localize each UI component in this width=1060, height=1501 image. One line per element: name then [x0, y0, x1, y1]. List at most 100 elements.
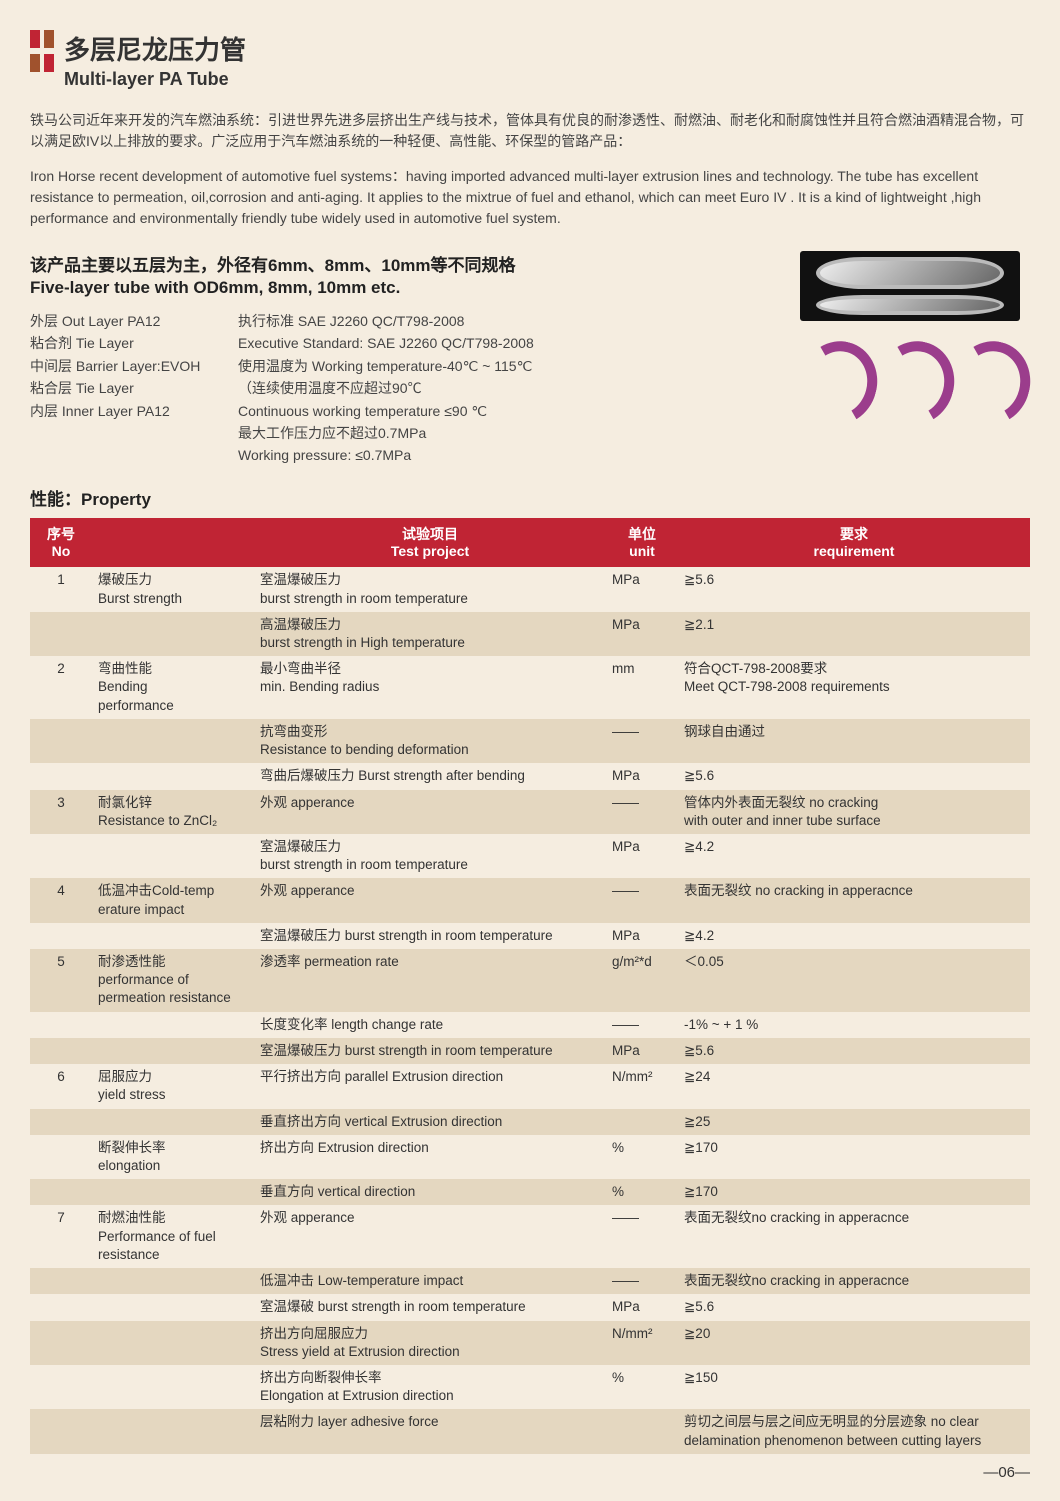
arc-diagram [800, 341, 1030, 425]
table-cell: 低温冲击Cold-temperature impact [92, 878, 254, 922]
table-cell: —— [606, 1268, 678, 1294]
table-cell [92, 719, 254, 763]
property-heading: 性能：Property [30, 485, 1030, 510]
table-row: 长度变化率 length change rate——-1% ~ + 1 % [30, 1012, 1030, 1038]
standard-item: Executive Standard: SAE J2260 QC/T798-20… [238, 332, 534, 354]
table-row: 层粘附力 layer adhesive force剪切之间层与层之间应无明显的分… [30, 1409, 1030, 1453]
table-cell [606, 1409, 678, 1453]
layers-block: 外层 Out Layer PA12粘合剂 Tie Layer中间层 Barrie… [30, 310, 790, 467]
table-cell: ≧5.6 [678, 763, 1030, 789]
table-cell [92, 1038, 254, 1064]
th-name [92, 518, 254, 568]
table-cell [30, 1135, 92, 1179]
table-row: 4低温冲击Cold-temperature impact外观 apperance… [30, 878, 1030, 922]
standard-item: Continuous working temperature ≤90 ℃ [238, 400, 534, 422]
spec-left: 该产品主要以五层为主，外径有6mm、8mm、10mm等不同规格 Five-lay… [30, 251, 790, 467]
table-cell: N/mm² [606, 1064, 678, 1108]
table-cell: 6 [30, 1064, 92, 1108]
table-cell: ≧25 [678, 1109, 1030, 1135]
table-cell [92, 923, 254, 949]
table-row: 抗弯曲变形Resistance to bending deformation——… [30, 719, 1030, 763]
table-cell: 1 [30, 567, 92, 611]
table-row: 7耐燃油性能Performance of fuelresistance外观 ap… [30, 1205, 1030, 1268]
table-cell [30, 1409, 92, 1453]
table-cell: 长度变化率 length change rate [254, 1012, 606, 1038]
table-cell: 挤出方向 Extrusion direction [254, 1135, 606, 1179]
table-cell: ≧4.2 [678, 834, 1030, 878]
table-cell: —— [606, 1205, 678, 1268]
subheading-cn: 该产品主要以五层为主，外径有6mm、8mm、10mm等不同规格 [30, 251, 790, 276]
table-cell: % [606, 1365, 678, 1409]
table-cell: 耐燃油性能Performance of fuelresistance [92, 1205, 254, 1268]
table-row: 5耐渗透性能performance ofpermeation resistanc… [30, 949, 1030, 1012]
standard-item: 使用温度为 Working temperature-40℃ ~ 115℃ [238, 355, 534, 377]
title-cn: 多层尼龙压力管 [64, 30, 246, 67]
table-cell: 2 [30, 656, 92, 719]
table-row: 低温冲击 Low-temperature impact——表面无裂纹no cra… [30, 1268, 1030, 1294]
table-cell: 5 [30, 949, 92, 1012]
table-cell: 7 [30, 1205, 92, 1268]
table-cell: —— [606, 790, 678, 834]
table-cell [92, 612, 254, 656]
table-cell: 屈服应力yield stress [92, 1064, 254, 1108]
table-cell [30, 834, 92, 878]
table-cell: 平行挤出方向 parallel Extrusion direction [254, 1064, 606, 1108]
th-req: 要求requirement [678, 518, 1030, 568]
table-cell: 符合QCT-798-2008要求Meet QCT-798-2008 requir… [678, 656, 1030, 719]
table-cell: 室温爆破压力 burst strength in room temperatur… [254, 1038, 606, 1064]
table-cell: 室温爆破压力 burst strength in room temperatur… [254, 923, 606, 949]
table-cell: MPa [606, 1294, 678, 1320]
table-cell: ≧150 [678, 1365, 1030, 1409]
table-cell: % [606, 1179, 678, 1205]
table-cell: ≧5.6 [678, 567, 1030, 611]
table-cell: 低温冲击 Low-temperature impact [254, 1268, 606, 1294]
table-row: 室温爆破压力 burst strength in room temperatur… [30, 923, 1030, 949]
table-cell: 外观 apperance [254, 1205, 606, 1268]
tube-photo [800, 251, 1020, 321]
table-cell: 室温爆破压力burst strength in room temperature [254, 834, 606, 878]
spec-images [790, 251, 1030, 467]
table-cell: ≧170 [678, 1135, 1030, 1179]
table-row: 6屈服应力yield stress平行挤出方向 parallel Extrusi… [30, 1064, 1030, 1108]
table-row: 3耐氯化锌Resistance to ZnCl₂外观 apperance——管体… [30, 790, 1030, 834]
table-cell: 4 [30, 878, 92, 922]
table-row: 室温爆破压力 burst strength in room temperatur… [30, 1038, 1030, 1064]
table-cell: MPa [606, 834, 678, 878]
table-cell: —— [606, 1012, 678, 1038]
standard-item: Working pressure: ≤0.7MPa [238, 444, 534, 466]
intro-cn: 铁马公司近年来开发的汽车燃油系统：引进世界先进多层挤出生产线与技术，管体具有优良… [30, 110, 1030, 152]
table-cell: 剪切之间层与层之间应无明显的分层迹象 no clear delamination… [678, 1409, 1030, 1453]
table-cell: MPa [606, 763, 678, 789]
standard-item: 执行标准 SAE J2260 QC/T798-2008 [238, 310, 534, 332]
table-row: 室温爆破压力burst strength in room temperature… [30, 834, 1030, 878]
table-cell [92, 1109, 254, 1135]
table-row: 挤出方向屈服应力Stress yield at Extrusion direct… [30, 1321, 1030, 1365]
title-block: 多层尼龙压力管 Multi-layer PA Tube [30, 30, 1030, 90]
table-cell [30, 612, 92, 656]
arc-icon [867, 333, 963, 434]
layer-item: 外层 Out Layer PA12 [30, 310, 220, 332]
table-cell: MPa [606, 1038, 678, 1064]
table-cell: 挤出方向断裂伸长率Elongation at Extrusion directi… [254, 1365, 606, 1409]
arc-icon [944, 333, 1040, 434]
table-cell: 表面无裂纹no cracking in apperacnce [678, 1268, 1030, 1294]
table-cell: 弯曲后爆破压力 Burst strength after bending [254, 763, 606, 789]
table-row: 垂直方向 vertical direction%≧170 [30, 1179, 1030, 1205]
table-cell [92, 1268, 254, 1294]
table-row: 弯曲后爆破压力 Burst strength after bendingMPa≧… [30, 763, 1030, 789]
table-cell: -1% ~ + 1 % [678, 1012, 1030, 1038]
table-cell [30, 1038, 92, 1064]
table-cell: ≧5.6 [678, 1038, 1030, 1064]
table-cell [30, 1109, 92, 1135]
standard-item: 最大工作压力应不超过0.7MPa [238, 422, 534, 444]
table-cell: ≧170 [678, 1179, 1030, 1205]
table-cell [30, 1294, 92, 1320]
title-en: Multi-layer PA Tube [64, 69, 246, 90]
table-cell: 室温爆破 burst strength in room temperature [254, 1294, 606, 1320]
table-cell: 耐氯化锌Resistance to ZnCl₂ [92, 790, 254, 834]
table-cell: ≧2.1 [678, 612, 1030, 656]
table-cell: 爆破压力Burst strength [92, 567, 254, 611]
table-cell [30, 763, 92, 789]
table-cell: ≧24 [678, 1064, 1030, 1108]
table-cell: ≧5.6 [678, 1294, 1030, 1320]
